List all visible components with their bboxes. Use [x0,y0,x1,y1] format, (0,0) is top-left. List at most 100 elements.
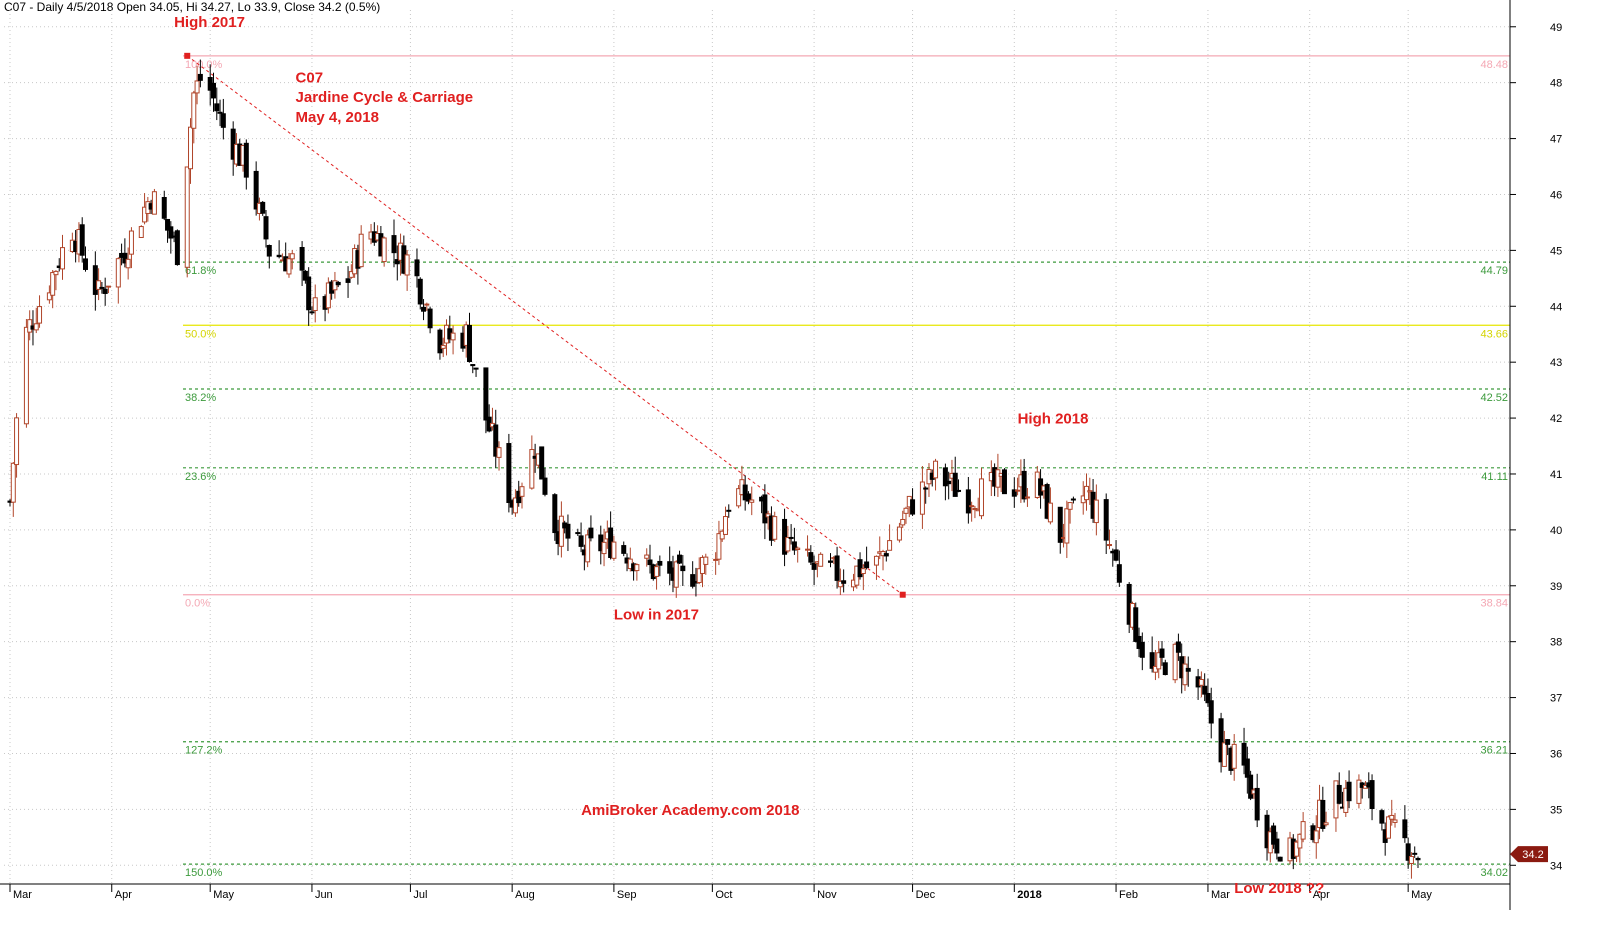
y-tick-label: 49 [1550,22,1562,34]
x-tick-label: Mar [1211,889,1230,901]
candle-up [1294,841,1300,857]
candle-up [634,564,640,572]
x-tick-label: May [213,889,234,901]
candle-down [1271,825,1277,845]
candle-down [667,561,673,574]
fibonacci-layer: 100.0% 48.48 61.8% 44.79 50.0% 43.66 38.2% 42.5… [183,55,1510,879]
y-tick-label: 46 [1550,189,1562,201]
candle-down [910,499,916,515]
candle-down [1133,607,1139,642]
candle-down [483,367,489,421]
candle-up [601,541,607,555]
candle-down [726,509,732,512]
fib-percent-label: 127.2% [185,745,223,757]
annotation-text: May 4, 2018 [296,109,379,126]
candle-up [585,534,591,563]
candle-up [381,237,387,263]
candle-down [680,565,686,572]
candle-up [703,556,709,565]
candle-up [289,253,295,260]
trendline-layer [184,52,906,598]
candle-down [414,259,420,277]
candle-up [1064,508,1070,544]
candle-up [933,460,939,479]
candle-down [1208,700,1214,724]
candle-down [539,446,545,480]
candle-up [1297,833,1303,849]
candle-down [1044,484,1050,519]
trendline [186,55,904,596]
candle-down [220,113,226,128]
trendline-end-marker [899,591,906,598]
candle-down [1405,843,1411,861]
fib-percent-label: 50.0% [185,328,216,340]
annotation-text: AmiBroker Academy.com 2018 [581,802,799,819]
candle-up [903,507,909,514]
candle-down [1001,469,1007,495]
candle-up [1084,485,1090,501]
candle-up [1087,490,1093,493]
candle-down [473,367,479,370]
candles-layer [7,59,1421,879]
candle-down [82,258,88,270]
candle-down [1248,774,1254,799]
candle-up [50,272,56,296]
candle-down [782,518,788,555]
last-price-label: 34.2 [1522,849,1543,861]
candle-up [1356,779,1362,804]
candle-up [332,280,338,291]
candle-down [952,472,958,497]
candle-down [394,259,400,265]
candle-down [197,73,203,81]
candle-up [1106,544,1112,547]
trendline-start-marker [184,52,191,59]
fib-percent-label: 150.0% [185,867,223,879]
candle-down [1057,506,1063,543]
candle-down [1320,799,1326,829]
candle-up [969,505,975,508]
candle-up [1313,830,1319,844]
candle-up [772,516,778,540]
candle-up [611,541,617,559]
fib-value-label: 44.79 [1480,265,1508,277]
x-tick-label: Jun [315,889,333,901]
candle-up [325,282,331,309]
candle-up [37,306,43,324]
grid-layer [4,10,1510,884]
candle-up [1221,742,1227,767]
y-tick-label: 40 [1550,525,1562,537]
candle-down [1011,489,1017,497]
candle-up [105,285,111,288]
fib-value-label: 38.84 [1480,598,1508,610]
candle-up [194,80,200,94]
candle-up [1198,678,1204,686]
candle-down [427,308,433,329]
x-tick-label: Mar [13,889,32,901]
candle-down [542,477,548,495]
fib-value-label: 48.48 [1480,59,1508,71]
candle-down [657,560,663,566]
candle-down [466,324,472,363]
candle-down [1113,549,1119,561]
y-tick-label: 37 [1550,693,1562,705]
candle-up [348,271,354,278]
annotation-text: High 2018 [1018,411,1089,428]
fib-percent-label: 23.6% [185,471,216,483]
candle-down [1244,758,1250,778]
candle-up [128,230,134,255]
candle-up [1389,814,1395,820]
candle-up [896,526,902,541]
candle-down [1162,662,1168,676]
fib-percent-label: 0.0% [185,598,210,610]
candle-down [306,276,312,311]
candle-down [1274,838,1280,854]
candle-up [1182,663,1188,686]
candle-up [644,554,650,559]
candle-up [978,478,984,517]
candle-down [174,230,180,266]
candle-down [345,278,351,283]
candle-down [122,252,128,264]
fib-value-label: 36.21 [1480,745,1508,757]
x-tick-label: Sep [617,889,637,901]
